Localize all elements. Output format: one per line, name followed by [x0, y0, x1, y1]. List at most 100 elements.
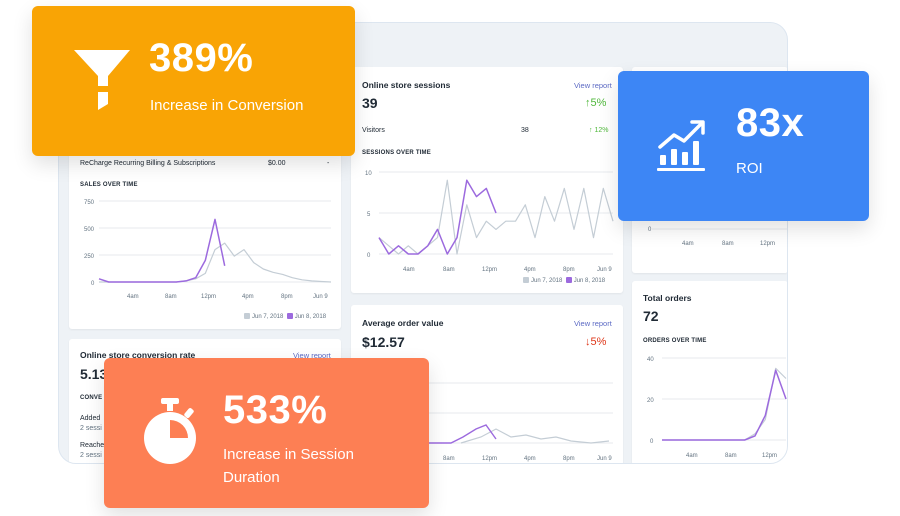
conversion-row1: Added [80, 415, 101, 422]
sales-y-tick: 0 [91, 281, 95, 287]
sessions-value: 39 [362, 95, 378, 111]
session-stat-label-line1: Increase in Session [223, 446, 354, 463]
aov-view-report-link[interactable]: View report [574, 319, 612, 328]
conversion-stat-label: Increase in Conversion [150, 97, 304, 114]
aov-x-tick: 12pm [482, 456, 497, 462]
sales-x-tick: 4am [127, 294, 139, 300]
orders-gridlines [662, 357, 786, 441]
sales-chart-title: SALES OVER TIME [80, 182, 138, 188]
conversion-row2: Reache [80, 442, 105, 449]
orders-x-tick: 8am [725, 453, 737, 459]
conversion-value: 5.13 [80, 366, 108, 382]
conversion-view-report-link[interactable]: View report [293, 351, 331, 360]
sales-row-label: ReCharge Recurring Billing & Subscriptio… [80, 160, 216, 167]
orders-chart: 40 20 0 4am 8am 12pm [647, 357, 787, 459]
sales-chart: 750 500 250 0 4am 8am 12pm 4pm 8pm Jun 9 [84, 200, 332, 300]
legend-label-prev: Jun 7, 2018 [531, 278, 563, 284]
orders-x-tick: 4am [686, 453, 698, 459]
aov-x-tick: 8am [443, 456, 455, 462]
conversion-row1b: 2 sessi [80, 425, 102, 432]
conversion-row2b: 2 sessi [80, 452, 102, 459]
sessions-x-tick: 4am [403, 267, 415, 273]
series-line-curr [378, 179, 497, 255]
sessions-x-tick: Jun 9 [597, 267, 612, 273]
aov-x-tick: Jun 9 [597, 456, 612, 462]
session-stat-number: 533% [223, 388, 328, 432]
legend-swatch-prev [244, 313, 250, 319]
aov-series-curr [411, 424, 497, 444]
sales-y-tick: 750 [84, 200, 95, 206]
series-line-curr [662, 369, 787, 441]
legend-swatch-curr [565, 277, 572, 283]
session-stat-label-line2: Duration [223, 469, 280, 486]
legend-swatch-prev [523, 277, 529, 283]
legend-label-curr: Jun 8, 2018 [294, 314, 327, 320]
sessions-x-tick: 8am [443, 267, 455, 273]
aov-x-tick: 4pm [524, 456, 536, 462]
right-top-x-tick: 4am [682, 241, 694, 247]
stopwatch-icon [144, 398, 196, 464]
conversion-stat-card: 389% Increase in Conversion [32, 6, 355, 156]
aov-value: $12.57 [362, 334, 405, 350]
conversion-sub: CONVE [80, 395, 103, 401]
series-line-curr [98, 218, 226, 283]
series-line-prev [99, 242, 332, 283]
right-top-x-tick: 12pm [760, 241, 775, 247]
sessions-chart: 10 5 0 4am 8am 12pm 4pm 8pm Jun 9 [365, 171, 614, 273]
legend-label-curr: Jun 8, 2018 [573, 278, 606, 284]
orders-y-tick: 40 [647, 357, 654, 363]
sales-x-tick: 12pm [201, 294, 216, 300]
aov-delta: ↓5% [585, 336, 607, 348]
sessions-delta: ↑5% [585, 97, 607, 109]
visitors-value: 38 [521, 127, 529, 134]
visitors-delta: ↑ 12% [589, 127, 609, 134]
sales-series [98, 218, 332, 283]
growth-chart-icon [657, 120, 705, 171]
legend-label-prev: Jun 7, 2018 [252, 314, 284, 320]
series-line-prev [378, 179, 614, 255]
sales-y-tick: 250 [84, 254, 95, 260]
sales-row-value: $0.00 [268, 160, 286, 167]
orders-value: 72 [643, 308, 659, 324]
orders-chart-title: ORDERS OVER TIME [643, 338, 707, 344]
conversion-stat-number: 389% [149, 36, 254, 80]
orders-x-tick: 12pm [762, 453, 777, 459]
session-stat-card: 533% Increase in Session Duration [104, 358, 429, 508]
sessions-legend: Jun 7, 2018 Jun 8, 2018 [523, 277, 605, 284]
sessions-chart-title: SESSIONS OVER TIME [362, 150, 431, 156]
orders-y-tick: 0 [650, 439, 654, 445]
orders-title: Total orders [643, 293, 692, 303]
roi-stat-card: 83x ROI [618, 71, 869, 221]
funnel-icon [74, 50, 130, 110]
visitors-label: Visitors [362, 127, 385, 134]
sessions-x-tick: 12pm [482, 267, 497, 273]
right-top-x-tick: 8am [722, 241, 734, 247]
sales-x-tick: 8pm [281, 294, 293, 300]
sessions-series [378, 179, 614, 255]
sales-row-dash: - [327, 160, 330, 167]
sessions-title: Online store sessions [362, 80, 451, 90]
aov-title: Average order value [362, 318, 444, 328]
roi-stat-number: 83x [736, 101, 805, 145]
sessions-y-tick: 0 [367, 253, 371, 259]
sessions-card: Online store sessions View report 39 ↑5%… [351, 67, 623, 293]
sessions-y-tick: 5 [367, 212, 371, 218]
orders-series [662, 367, 787, 441]
right-top-y-tick: 0 [648, 227, 652, 233]
sales-legend: Jun 7, 2018 Jun 8, 2018 [244, 313, 326, 320]
sales-card: ReCharge Recurring Billing & Subscriptio… [69, 133, 341, 329]
aov-series-prev [460, 428, 610, 444]
sales-gridlines [99, 200, 331, 283]
sales-y-tick: 500 [84, 227, 95, 233]
roi-stat-label: ROI [736, 160, 763, 177]
sessions-x-tick: 4pm [524, 267, 536, 273]
sessions-x-tick: 8pm [563, 267, 575, 273]
orders-card: Total orders 72 ORDERS OVER TIME 40 20 0… [632, 281, 787, 463]
sales-x-tick: 8am [165, 294, 177, 300]
sales-x-tick: 4pm [242, 294, 254, 300]
sessions-y-tick: 10 [365, 171, 372, 177]
sessions-view-report-link[interactable]: View report [574, 81, 612, 90]
right-top-chart: 0 4am 8am 12pm [648, 227, 787, 247]
aov-x-tick: 8pm [563, 456, 575, 462]
